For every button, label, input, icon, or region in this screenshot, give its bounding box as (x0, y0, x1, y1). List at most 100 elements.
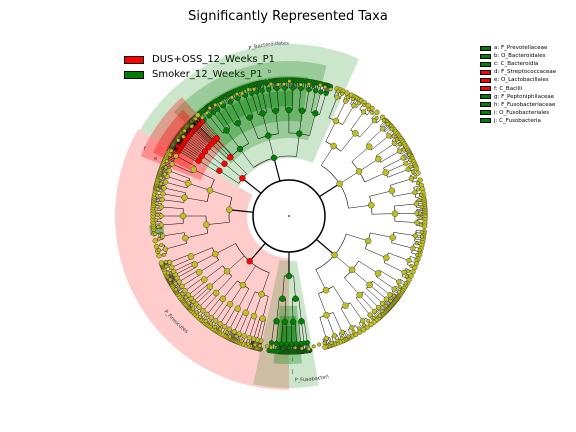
taxon-node (360, 327, 367, 333)
taxon-node (414, 219, 420, 226)
taxon-node (153, 231, 158, 236)
taxon-node (292, 295, 299, 302)
chart-title: Significantly Represented Taxa (188, 9, 388, 24)
taxon-node (360, 318, 366, 324)
branch-ray (173, 261, 194, 272)
taxon-node (159, 233, 166, 239)
taxon-node (375, 304, 382, 311)
taxon-node (334, 94, 340, 100)
branch-ray (394, 203, 417, 207)
taxon-node (182, 288, 188, 294)
taxon-node (159, 197, 165, 203)
taxon-node (364, 324, 370, 330)
branch-ray (292, 298, 294, 322)
legend-swatch-red (124, 55, 144, 64)
taxon-node (311, 344, 316, 349)
branch-ray (203, 120, 219, 137)
taxon-node (293, 79, 298, 84)
branch-ray (204, 151, 224, 166)
taxon-node (345, 95, 350, 100)
taxon-node (356, 101, 361, 106)
branch-ray (359, 120, 375, 138)
branch-ray (215, 302, 229, 322)
clade-legend-item: e: O_Lactobacillales (480, 76, 556, 84)
branch-ray (256, 92, 263, 114)
branch-ray (162, 199, 184, 203)
branch-ray (298, 298, 302, 322)
taxon-node (391, 134, 396, 139)
group-legend: DUS+OSS_12_Weeks_P1 Smoker_12_Weeks_P1 (124, 52, 275, 82)
legend-item-smoker: Smoker_12_Weeks_P1 (124, 67, 275, 82)
taxon-node (322, 344, 328, 350)
branch-ray (190, 247, 213, 257)
taxon-node (182, 128, 187, 133)
branch-ray (194, 253, 216, 265)
taxon-node (416, 187, 421, 192)
taxon-node (181, 194, 188, 201)
branch-ray (190, 284, 209, 299)
taxon-node (306, 86, 312, 93)
taxon-node (212, 289, 220, 297)
taxon-node (346, 334, 351, 339)
branch-ray (209, 271, 228, 287)
branch-ray (208, 115, 224, 134)
taxon-node (200, 308, 206, 314)
branch-ray (165, 243, 187, 250)
tree-nodes (150, 77, 428, 355)
taxon-node (323, 85, 328, 90)
branch-ray (169, 254, 191, 263)
taxon-node (252, 87, 257, 92)
taxon-node (242, 93, 248, 99)
clade-swatch (480, 53, 491, 59)
taxon-node (400, 155, 406, 161)
branch-ray (299, 110, 303, 134)
branch-ray (387, 169, 409, 178)
taxon-node (222, 324, 228, 330)
taxon-node (212, 250, 219, 258)
taxon-node (401, 269, 407, 275)
taxon-node (287, 79, 292, 84)
taxon-node (339, 336, 344, 341)
taxon-node (366, 281, 373, 289)
taxon-node (383, 254, 390, 262)
taxon-node (226, 300, 234, 308)
branch-ray (298, 88, 302, 111)
taxon-node (169, 161, 175, 167)
taxon-node (318, 82, 323, 87)
branch-ray (162, 193, 185, 198)
taxon-node (165, 270, 170, 275)
branch-ray (198, 291, 215, 308)
branch-ray (161, 206, 184, 209)
taxon-node (374, 109, 380, 115)
taxon-node (323, 311, 330, 319)
branch-ray (335, 101, 346, 122)
taxon-node (356, 326, 361, 331)
branch-ray (193, 286, 211, 302)
clade-label-bacteroidetes: P_Bacteroidetes (248, 41, 289, 52)
taxon-node (408, 164, 413, 169)
branch-ray (197, 126, 214, 143)
taxon-node (209, 321, 214, 326)
branch-ray (393, 232, 416, 236)
branch-ray (385, 163, 406, 173)
taxon-node (318, 89, 324, 95)
taxon-node (155, 193, 160, 198)
taxon-node (161, 252, 166, 257)
branch-ray (185, 139, 204, 154)
taxon-node (274, 85, 280, 92)
taxon-node (350, 96, 355, 101)
branch-ray (196, 127, 213, 143)
branch-ray (370, 232, 393, 238)
taxon-node (206, 113, 212, 119)
branch-ray (198, 125, 214, 142)
taxon-node (335, 338, 340, 343)
taxon-node (235, 96, 241, 102)
clade-label-j: j (291, 369, 293, 375)
taxon-node (413, 174, 418, 179)
branch-ray (342, 105, 355, 125)
taxon-node (351, 329, 356, 334)
taxon-node (343, 98, 349, 104)
taxon-node (164, 264, 169, 269)
clade-legend-label: g: F_Peptoniphilaceae (494, 93, 555, 100)
clade-label-d: d (161, 166, 164, 172)
